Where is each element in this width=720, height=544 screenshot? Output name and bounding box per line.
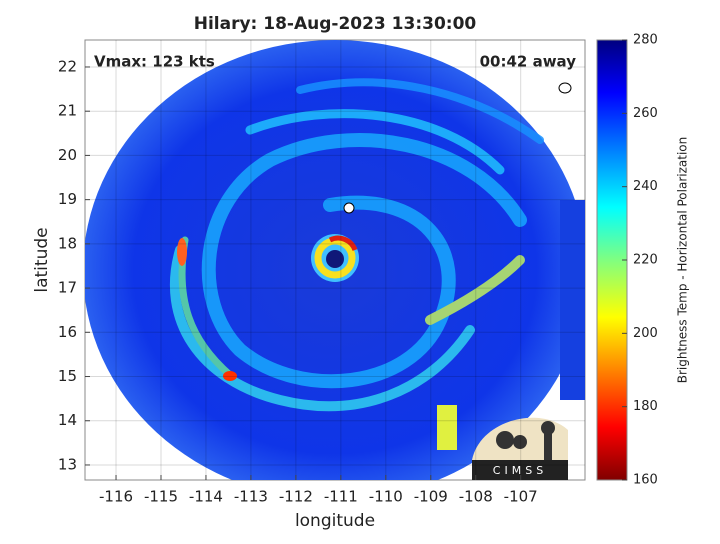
y-tick-label: 13 (58, 455, 77, 473)
x-tick-label: -112 (279, 488, 313, 506)
distance-annotation: 00:42 away (480, 53, 577, 71)
vmax-annotation: Vmax: 123 kts (94, 53, 215, 71)
colorbar-tick-label: 200 (633, 326, 658, 341)
x-axis-label: longitude (295, 511, 375, 531)
y-tick-label: 18 (58, 234, 77, 252)
x-tick-label: -116 (99, 488, 133, 506)
colorbar-tick-label: 180 (633, 399, 658, 414)
y-tick-label: 21 (58, 102, 77, 120)
logo-text: CIMSS (493, 464, 547, 477)
x-tick-label: -107 (504, 488, 538, 506)
colorbar-tick-label: 280 (633, 33, 658, 48)
x-tick-label: -111 (324, 488, 358, 506)
y-tick-label: 20 (58, 146, 77, 164)
colorbar-tick-label: 220 (633, 253, 658, 268)
title: Hilary: 18-Aug-2023 13:30:00 (194, 14, 477, 34)
x-tick-label: -110 (369, 488, 403, 506)
colorbar-tick-label: 260 (633, 106, 658, 121)
x-tick-label: -113 (234, 488, 268, 506)
y-tick-label: 19 (58, 190, 77, 208)
y-axis-label: latitude (32, 227, 52, 292)
y-tick-label: 14 (58, 411, 77, 429)
x-tick-label: -114 (189, 488, 223, 506)
x-tick-label: -108 (459, 488, 493, 506)
y-tick-label: 15 (58, 367, 77, 385)
x-tick-label: -115 (144, 488, 178, 506)
satellite-imagery (85, 40, 585, 480)
y-tick-label: 22 (58, 57, 77, 75)
y-tick-label: 17 (58, 279, 77, 297)
y-tick-label: 16 (58, 323, 77, 341)
colorbar-label: Brightness Temp - Horizontal Polarizatio… (676, 137, 690, 384)
x-tick-label: -109 (414, 488, 448, 506)
cimss-logo: CIMSS (472, 417, 568, 480)
colorbar-tick-label: 240 (633, 179, 658, 194)
colorbar-tick-label: 160 (633, 473, 658, 488)
